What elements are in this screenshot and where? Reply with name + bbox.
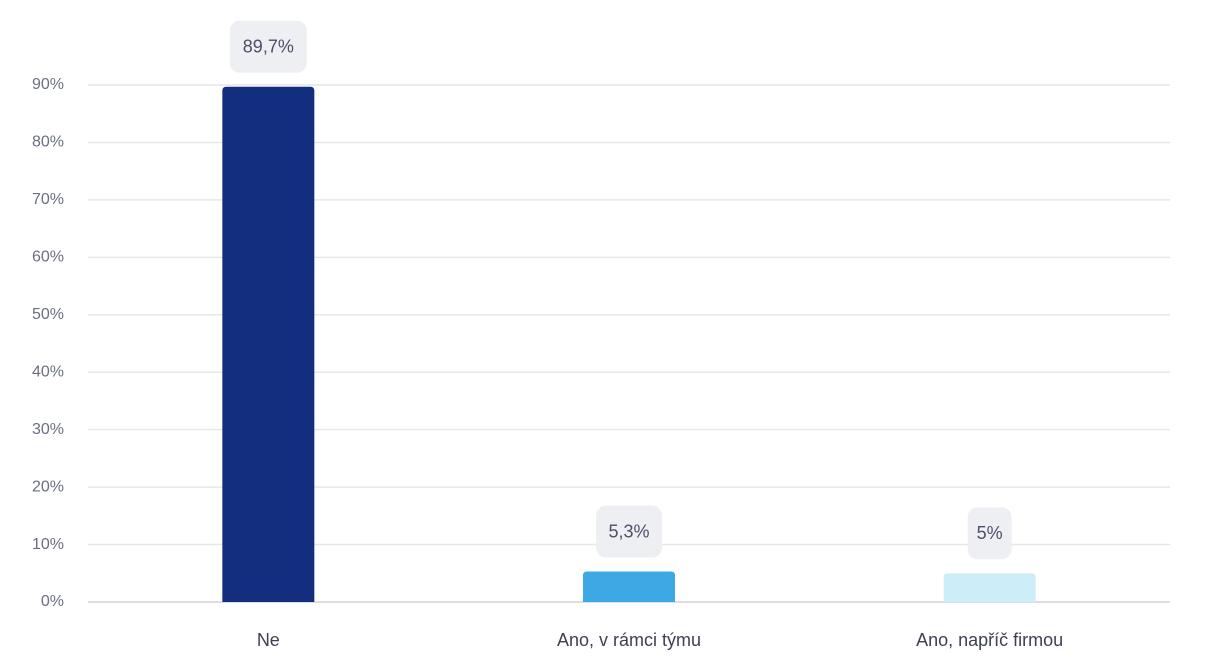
value-label-bg	[967, 507, 1012, 560]
value-label: 89,7%	[243, 36, 294, 56]
y-tick-label: 90%	[32, 76, 64, 93]
y-tick-label: 80%	[32, 134, 64, 151]
y-tick-label: 60%	[32, 249, 64, 266]
value-label-bg	[596, 505, 662, 558]
y-tick-label: 0%	[41, 593, 64, 610]
x-tick-label: Ano, v rámci týmu	[557, 630, 701, 650]
value-label: 5,3%	[608, 521, 649, 541]
value-label-bg	[229, 20, 307, 73]
y-tick-label: 70%	[32, 191, 64, 208]
value-label: 5%	[977, 523, 1003, 543]
x-tick-label: Ano, napříč firmou	[916, 630, 1063, 650]
bar	[943, 573, 1036, 602]
y-tick-label: 10%	[32, 536, 64, 553]
y-tick-label: 40%	[32, 363, 64, 380]
bar	[583, 571, 675, 602]
y-tick-label: 20%	[32, 478, 64, 495]
bar	[222, 86, 315, 603]
y-tick-label: 50%	[32, 306, 64, 323]
x-tick-label: Ne	[257, 630, 280, 650]
y-tick-label: 30%	[32, 421, 64, 438]
